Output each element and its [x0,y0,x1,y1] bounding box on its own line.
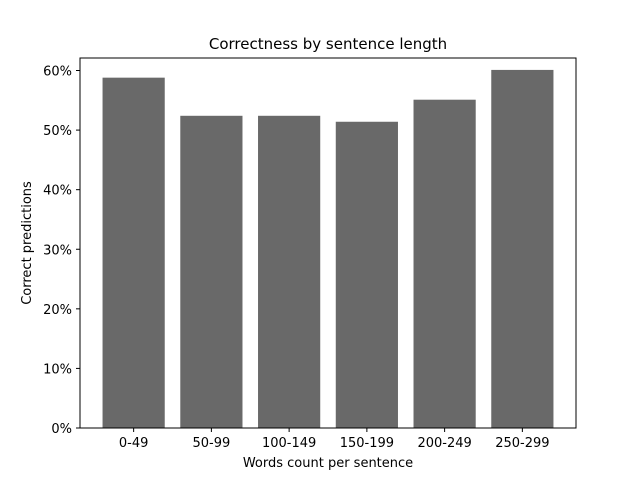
x-tick-label: 0-49 [119,436,149,451]
bar-200-249 [413,99,476,429]
y-axis-ticks: 0% 10% 20% 30% 40% 50% 60% [43,65,80,437]
x-tick-label: 150-199 [340,436,394,451]
bar-150-199 [335,121,398,428]
x-tick-label: 200-249 [417,436,471,451]
y-tick-label: 50% [43,124,72,139]
bar-100-149 [258,115,321,428]
x-axis-label: Words count per sentence [243,456,413,471]
bar-0-49 [102,77,165,428]
y-tick-label: 30% [43,243,72,258]
bars-group [102,69,554,429]
x-tick-label: 50-99 [192,436,230,451]
y-tick-label: 10% [43,362,72,377]
chart-title: Correctness by sentence length [209,35,447,53]
bar-50-99 [180,115,243,428]
y-axis-label: Correct predictions [20,181,35,305]
x-tick-label: 250-299 [495,436,549,451]
bar-250-299 [491,69,554,429]
y-tick-label: 40% [43,184,72,199]
plot-frame [79,57,577,429]
y-tick-label: 0% [51,422,72,437]
x-tick-label: 100-149 [262,436,316,451]
y-tick-label: 20% [43,303,72,318]
x-axis-ticks: 0-49 50-99 100-149 150-199 200-249 250-299 [119,428,550,451]
y-tick-label: 60% [43,65,72,80]
